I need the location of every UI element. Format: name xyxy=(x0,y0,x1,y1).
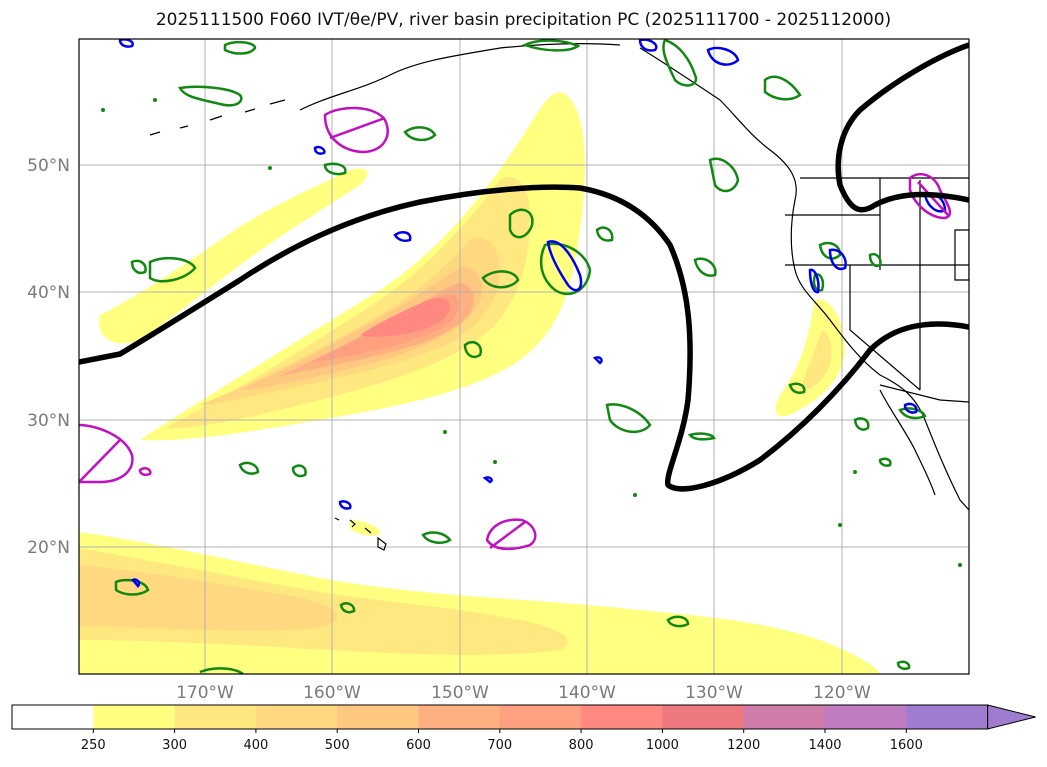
ivt-south-band-400 xyxy=(79,565,338,631)
coastline-alaska xyxy=(299,42,621,111)
pv-contours-blue xyxy=(118,39,947,588)
mexico-border xyxy=(879,384,969,403)
latitude-labels: 50°N 40°N 30°N 20°N xyxy=(27,156,70,558)
map-frame xyxy=(78,38,970,675)
lon-label-160w: 160°W xyxy=(303,683,361,703)
colorbar-label: 700 xyxy=(487,738,512,753)
map-area xyxy=(79,39,969,674)
lat-label-40: 40°N xyxy=(27,283,70,303)
lon-label-170w: 170°W xyxy=(176,683,234,703)
map-title: 2025111500 F060 IVT/θe/PV, river basin p… xyxy=(155,10,892,30)
colorbar-extend-arrow xyxy=(987,704,1036,730)
colorbar-segment xyxy=(743,705,826,729)
lon-label-140w: 140°W xyxy=(558,683,616,703)
ivt-plume-west xyxy=(99,168,368,344)
colorbar-segment xyxy=(337,705,419,729)
colorbar-label: 1200 xyxy=(727,738,760,753)
colorbar-segment xyxy=(662,705,745,729)
colorbar-segment xyxy=(581,705,663,729)
longitude-labels: 170°W 160°W 150°W 140°W 130°W 120°W xyxy=(176,683,871,703)
colorbar-label: 300 xyxy=(162,738,187,753)
colorbar-segment xyxy=(499,705,582,729)
colorbar-label: 500 xyxy=(325,738,350,753)
ivt-plume-main xyxy=(140,92,585,441)
theta-e-contour xyxy=(79,42,969,492)
aleutian-islands xyxy=(149,99,286,136)
ivt-shading xyxy=(79,92,880,674)
theta-e-north-loop xyxy=(835,42,969,213)
precip-pc-contours xyxy=(79,106,952,551)
colorbar-segment xyxy=(418,705,501,729)
colorbar-label: 600 xyxy=(406,738,431,753)
lat-label-20: 20°N xyxy=(27,538,70,558)
lon-label-130w: 130°W xyxy=(685,683,743,703)
lon-label-120w: 120°W xyxy=(813,683,871,703)
baja-coast xyxy=(879,389,936,496)
theta-e-west-loop xyxy=(79,184,969,492)
colorbar-label: 1600 xyxy=(890,738,923,753)
colorbar-label: 400 xyxy=(243,738,268,753)
colorbar-segment xyxy=(825,705,907,729)
colorbar-labels: 250 300 400 500 600 700 800 1000 1200 1400 1600 xyxy=(81,729,923,753)
colorbar-segment xyxy=(906,705,989,729)
lon-label-150w: 150°W xyxy=(431,683,489,703)
ivt-coast-strip xyxy=(775,299,845,417)
colorbar-label: 250 xyxy=(81,738,106,753)
colorbar-segment xyxy=(174,705,257,729)
hawaii-islands xyxy=(334,517,387,551)
colorbar-label: 1400 xyxy=(808,738,841,753)
lat-label-30: 30°N xyxy=(27,411,70,431)
colorbar-label: 1000 xyxy=(646,738,679,753)
colorbar-segment xyxy=(255,705,338,729)
colorbar-label: 800 xyxy=(569,738,594,753)
ivt-plume-main-500 xyxy=(240,267,482,390)
colorbar-segment xyxy=(12,705,94,729)
lat-label-50: 50°N xyxy=(27,156,70,176)
ivt-coast-strip-inner xyxy=(800,330,832,391)
colorbar-segment xyxy=(93,705,176,729)
small-features xyxy=(101,98,962,567)
ivt-plume-core xyxy=(360,298,450,337)
colorbar xyxy=(11,704,1036,730)
